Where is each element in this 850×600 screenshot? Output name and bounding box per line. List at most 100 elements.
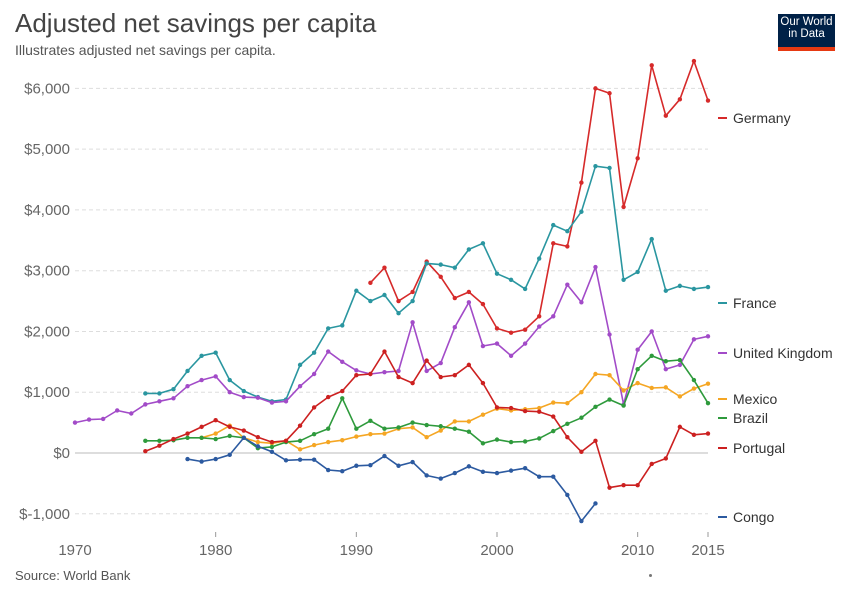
data-point[interactable] xyxy=(522,439,528,444)
data-point[interactable] xyxy=(213,456,218,462)
data-point[interactable] xyxy=(213,436,218,442)
data-point[interactable] xyxy=(649,63,654,68)
series-congo[interactable] xyxy=(185,435,598,524)
data-point[interactable] xyxy=(424,368,429,374)
data-point[interactable] xyxy=(635,156,640,161)
data-point[interactable] xyxy=(227,390,232,395)
data-point[interactable] xyxy=(691,337,697,342)
data-point[interactable] xyxy=(691,286,697,292)
data-point[interactable] xyxy=(508,405,514,411)
data-point[interactable] xyxy=(551,400,556,405)
data-point[interactable] xyxy=(551,314,556,319)
data-point[interactable] xyxy=(396,463,401,468)
data-point[interactable] xyxy=(579,209,584,214)
data-point[interactable] xyxy=(382,292,387,298)
data-point[interactable] xyxy=(480,301,486,307)
data-point[interactable] xyxy=(311,442,317,448)
data-point[interactable] xyxy=(480,343,486,349)
data-point[interactable] xyxy=(494,271,500,276)
data-point[interactable] xyxy=(565,400,570,406)
data-point[interactable] xyxy=(663,385,668,390)
data-point[interactable] xyxy=(143,391,148,396)
data-point[interactable] xyxy=(593,163,598,169)
series-germany[interactable] xyxy=(368,58,711,335)
data-point[interactable] xyxy=(424,261,429,266)
data-point[interactable] xyxy=(241,388,246,394)
data-point[interactable] xyxy=(171,436,176,442)
data-point[interactable] xyxy=(607,91,612,96)
data-point[interactable] xyxy=(297,447,303,452)
data-point[interactable] xyxy=(691,58,697,64)
data-point[interactable] xyxy=(649,329,654,334)
data-point[interactable] xyxy=(677,97,683,102)
series-line-united-kingdom[interactable] xyxy=(74,266,709,424)
data-point[interactable] xyxy=(283,438,289,444)
data-point[interactable] xyxy=(354,426,359,431)
data-point[interactable] xyxy=(522,286,528,292)
data-point[interactable] xyxy=(537,314,542,319)
data-point[interactable] xyxy=(396,425,401,430)
data-point[interactable] xyxy=(677,362,683,368)
data-point[interactable] xyxy=(621,483,626,488)
data-point[interactable] xyxy=(466,247,472,252)
owid-logo[interactable]: Our World in Data xyxy=(778,14,835,51)
data-point[interactable] xyxy=(424,422,429,428)
data-point[interactable] xyxy=(551,222,556,228)
data-point[interactable] xyxy=(410,425,415,430)
data-point[interactable] xyxy=(551,474,556,479)
data-point[interactable] xyxy=(438,360,443,366)
data-point[interactable] xyxy=(705,334,711,339)
data-point[interactable] xyxy=(649,236,654,242)
data-point[interactable] xyxy=(396,368,401,374)
data-point[interactable] xyxy=(452,426,457,431)
data-point[interactable] xyxy=(326,326,331,331)
data-point[interactable] xyxy=(663,359,668,364)
data-point[interactable] xyxy=(241,428,246,433)
data-point[interactable] xyxy=(354,373,359,378)
data-point[interactable] xyxy=(185,368,190,374)
data-point[interactable] xyxy=(326,439,331,445)
data-point[interactable] xyxy=(368,462,373,468)
data-point[interactable] xyxy=(551,414,556,419)
data-point[interactable] xyxy=(480,469,486,475)
data-point[interactable] xyxy=(72,420,78,425)
data-point[interactable] xyxy=(494,470,500,476)
data-point[interactable] xyxy=(171,396,176,401)
data-point[interactable] xyxy=(663,456,668,461)
data-point[interactable] xyxy=(480,241,486,246)
data-point[interactable] xyxy=(213,431,218,436)
data-point[interactable] xyxy=(635,380,640,386)
data-point[interactable] xyxy=(537,324,542,329)
data-point[interactable] xyxy=(368,431,373,437)
data-point[interactable] xyxy=(368,298,373,304)
data-point[interactable] xyxy=(607,165,612,171)
data-point[interactable] xyxy=(466,362,472,368)
data-point[interactable] xyxy=(396,374,401,380)
data-point[interactable] xyxy=(480,441,486,446)
data-point[interactable] xyxy=(311,350,317,355)
data-point[interactable] xyxy=(297,457,303,462)
data-point[interactable] xyxy=(213,374,218,379)
data-point[interactable] xyxy=(326,394,331,400)
data-point[interactable] xyxy=(255,435,261,440)
data-point[interactable] xyxy=(241,435,246,441)
data-point[interactable] xyxy=(143,402,148,407)
data-point[interactable] xyxy=(452,265,457,270)
data-point[interactable] xyxy=(691,377,697,383)
data-point[interactable] xyxy=(579,390,584,395)
data-point[interactable] xyxy=(607,485,612,490)
data-point[interactable] xyxy=(621,277,626,283)
data-point[interactable] xyxy=(86,417,92,422)
data-point[interactable] xyxy=(157,438,162,444)
data-point[interactable] xyxy=(466,429,472,434)
data-point[interactable] xyxy=(691,386,697,391)
data-point[interactable] xyxy=(466,464,472,469)
data-point[interactable] xyxy=(593,371,598,377)
data-point[interactable] xyxy=(607,373,612,378)
data-point[interactable] xyxy=(382,265,387,270)
data-point[interactable] xyxy=(508,468,514,473)
data-point[interactable] xyxy=(171,386,176,392)
data-point[interactable] xyxy=(241,394,246,400)
data-point[interactable] xyxy=(508,277,514,283)
data-point[interactable] xyxy=(663,366,668,372)
